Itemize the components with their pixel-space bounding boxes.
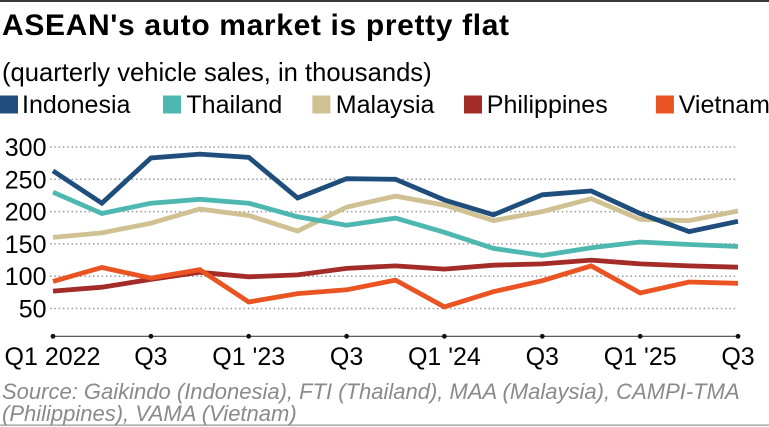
svg-text:300: 300 (5, 134, 47, 162)
svg-text:200: 200 (5, 199, 47, 227)
svg-text:Q1 '23: Q1 '23 (212, 343, 285, 371)
svg-text:100: 100 (5, 263, 47, 291)
svg-text:Indonesia: Indonesia (22, 91, 131, 119)
svg-text:Malaysia: Malaysia (336, 91, 435, 119)
svg-text:Q3: Q3 (134, 343, 167, 371)
svg-text:Vietnam: Vietnam (679, 91, 769, 119)
svg-text:ASEAN's auto market is pretty: ASEAN's auto market is pretty flat (2, 9, 510, 42)
svg-text:250: 250 (5, 166, 47, 194)
svg-text:Q1 '24: Q1 '24 (408, 343, 481, 371)
svg-text:Q1 2022: Q1 2022 (5, 343, 101, 371)
svg-text:150: 150 (5, 231, 47, 259)
svg-text:(quarterly vehicle sales, in t: (quarterly vehicle sales, in thousands) (2, 59, 432, 87)
svg-text:Source: Gaikindo (Indonesia),: Source: Gaikindo (Indonesia), FTI (Thail… (2, 379, 740, 404)
svg-text:(Philippines), VAMA (Vietnam): (Philippines), VAMA (Vietnam) (2, 401, 297, 426)
svg-text:Thailand: Thailand (186, 91, 282, 119)
svg-text:50: 50 (19, 296, 47, 324)
svg-text:Q1 '25: Q1 '25 (604, 343, 677, 371)
svg-text:Q3: Q3 (526, 343, 559, 371)
svg-text:Q3: Q3 (721, 343, 754, 371)
svg-text:Q3: Q3 (330, 343, 363, 371)
svg-text:Philippines: Philippines (487, 91, 608, 119)
